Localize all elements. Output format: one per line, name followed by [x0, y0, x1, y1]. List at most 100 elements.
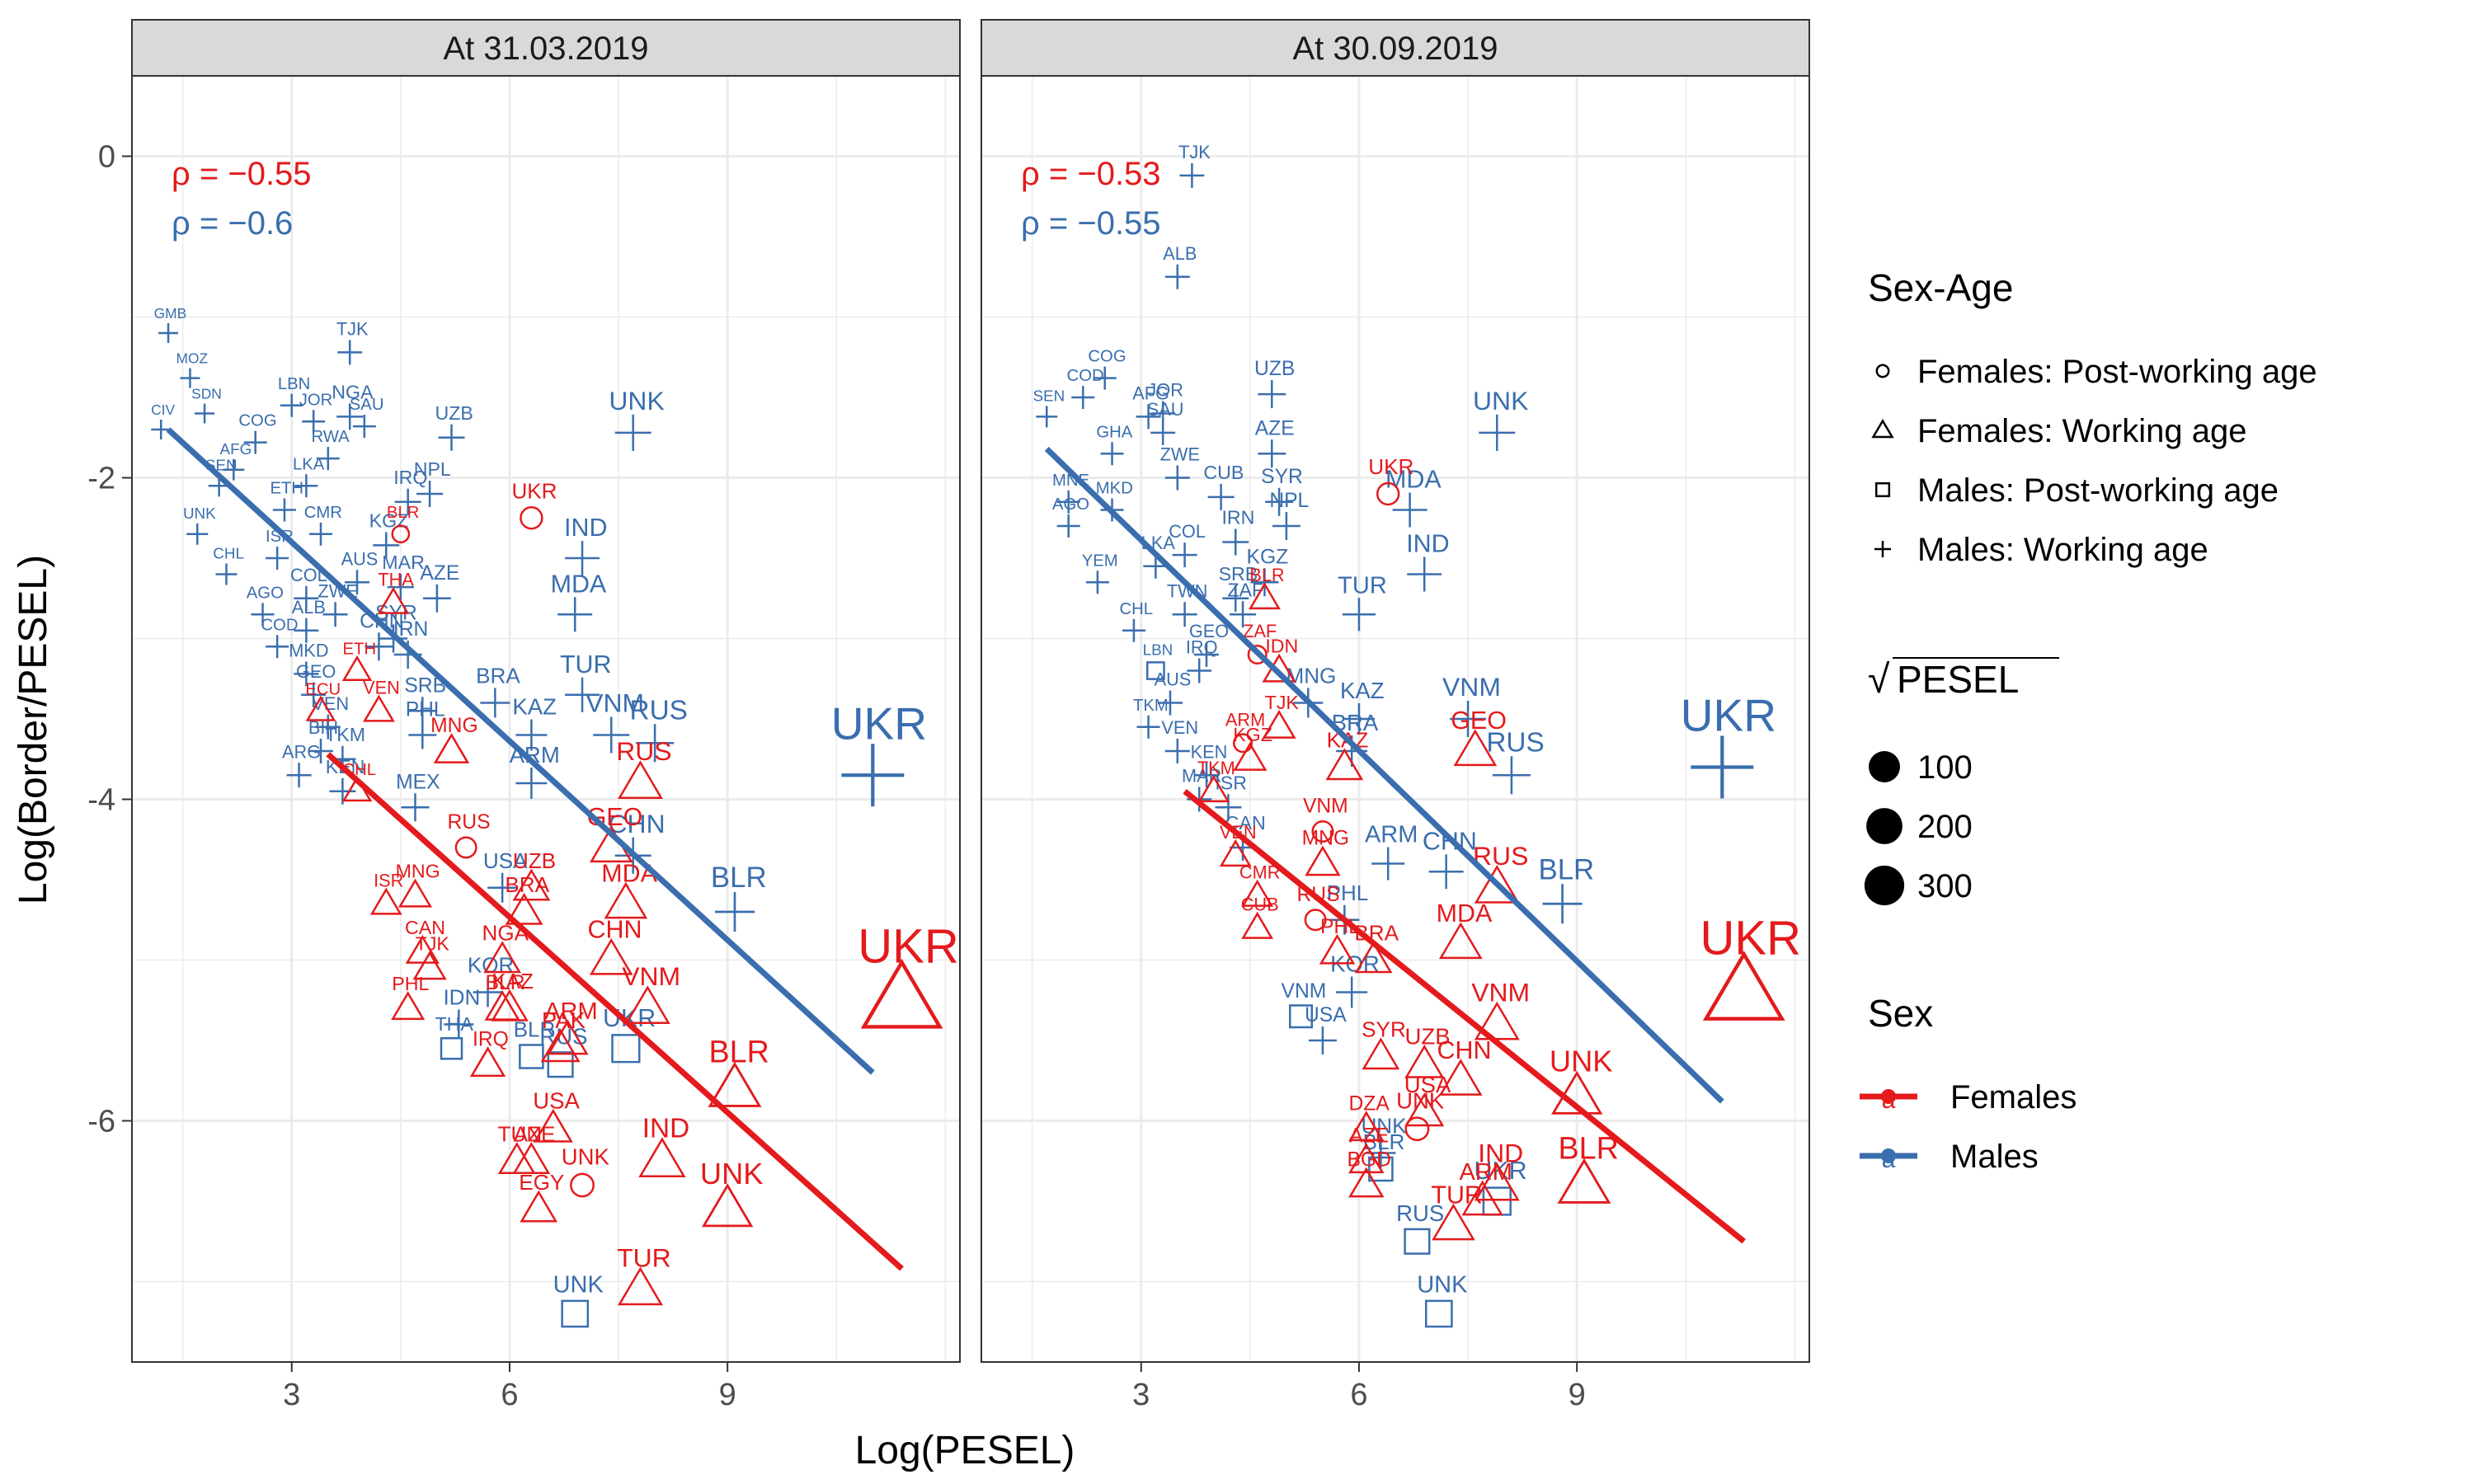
point-TJK-triangle: [1262, 709, 1296, 739]
point-TUR-plus: [565, 677, 600, 712]
point-label: TUR: [617, 1242, 671, 1272]
point-UKR-plus: [1691, 735, 1754, 799]
point-GMB-plus: [158, 323, 179, 343]
point-BRA-plus: [480, 688, 510, 718]
point-label: ETH: [270, 480, 303, 498]
point-THA-square: [440, 1037, 463, 1060]
point-label: MKD: [1096, 480, 1133, 498]
point-COD-plus: [266, 635, 289, 659]
point-label: MOZ: [176, 350, 209, 367]
point-label: TUN: [498, 1121, 543, 1146]
point-label: NPL: [1269, 490, 1309, 512]
point-VNM-circle: [1311, 820, 1334, 843]
point-label: AZE: [1349, 1125, 1389, 1147]
point-UNK-plus: [186, 523, 209, 545]
point-label: VEN: [1161, 717, 1198, 738]
point-label: UNK: [1417, 1272, 1468, 1298]
legend-shape-label: Females: Post-working age: [1917, 354, 2317, 390]
point-label: IRQ: [473, 1028, 509, 1050]
point-MNE-plus: [1056, 490, 1080, 514]
point-label: IND: [1478, 1139, 1523, 1168]
x-axis-title: Log(PESEL): [855, 1429, 1075, 1472]
point-UZB-plus: [1258, 380, 1286, 409]
x-tick-label: 9: [1569, 1378, 1586, 1412]
point-label: IRQ: [1186, 637, 1218, 658]
point-label: USA: [1404, 1072, 1451, 1097]
point-ECU-triangle: [305, 695, 336, 721]
point-TKM-triangle: [1197, 775, 1230, 803]
point-label: UKR: [1700, 912, 1801, 965]
y-tick-label: -4: [87, 783, 115, 818]
y-axis: 0 -2 -4 -6: [87, 140, 132, 1139]
point-AFG-plus: [1136, 404, 1161, 430]
point-IRQ-plus: [394, 488, 421, 515]
point-label: MAR: [382, 552, 425, 573]
point-label: GHA: [1096, 423, 1132, 441]
point-label: CHN: [587, 916, 642, 944]
rho-females: ρ = −0.53: [1021, 156, 1161, 192]
point-label: VEN: [363, 677, 400, 697]
point-label: MNG: [1302, 828, 1350, 850]
point-PHL-plus: [408, 721, 437, 749]
point-UNK-plus: [1479, 414, 1516, 451]
point-label: IRN: [1221, 507, 1254, 528]
point-ALB-plus: [1164, 264, 1190, 289]
point-MDA-triangle: [604, 881, 648, 919]
x-tick-label: 6: [501, 1378, 518, 1412]
point-BRA-triangle: [505, 892, 543, 925]
legend-color-label: Males: [1950, 1139, 2039, 1175]
point-label: MDA: [1385, 466, 1442, 494]
point-RUS-plus: [636, 724, 675, 763]
point-GEO-plus: [1194, 642, 1220, 667]
point-ZWE-plus: [322, 602, 348, 627]
point-CHN-triangle: [1438, 1059, 1483, 1096]
point-legend-circle: [1875, 364, 1890, 378]
point-label: TUR: [1431, 1181, 1483, 1209]
point-RUS-triangle: [1474, 864, 1520, 904]
legend-color-label: Females: [1950, 1079, 2077, 1115]
point-IRQ-plus: [1187, 658, 1212, 683]
point-CHN-triangle: [589, 937, 633, 975]
point-label: BLR: [711, 862, 767, 894]
point-label: BLR: [1559, 1131, 1619, 1166]
point-label: CHL: [213, 545, 244, 562]
point-label: UNK: [609, 386, 664, 416]
point-GEO-plus: [301, 682, 327, 707]
point-label: TUR: [1338, 572, 1387, 599]
point-TWN-plus: [1172, 602, 1197, 627]
point-label: CIV: [151, 402, 175, 418]
point-label: MDA: [551, 570, 607, 598]
point-label: BRA: [476, 664, 520, 688]
point-KGZ-plus: [373, 532, 400, 559]
point-label: NGA: [332, 381, 374, 402]
point-label: AUS: [341, 548, 379, 569]
point-label: CHL: [1119, 600, 1153, 618]
legend-size-label: 100: [1917, 749, 1973, 786]
point-AUS-plus: [1157, 690, 1183, 716]
point-UKR-circle: [1376, 481, 1400, 506]
point-CHN_ALB-plus: [365, 632, 393, 661]
panel-background: [132, 76, 960, 1362]
point-label: USA: [1305, 1004, 1347, 1026]
point-MAR-plus: [387, 574, 414, 601]
fit-line-males: [1044, 446, 1724, 1104]
panel-title: At 31.03.2019: [443, 31, 648, 67]
point-label: UNK: [562, 1144, 610, 1170]
point-label: TKM: [325, 724, 365, 745]
point-label: AFG: [1132, 383, 1169, 403]
point-BLR-triangle: [708, 1061, 762, 1107]
point-UZB-triangle: [512, 868, 551, 901]
rho-males: ρ = −0.55: [1021, 205, 1161, 242]
y-axis-title: Log(Border/PESEL): [12, 555, 55, 904]
point-SRB-plus: [1222, 585, 1249, 612]
point-UKR-triangle: [1702, 951, 1785, 1021]
point-label: JOR: [1147, 380, 1183, 401]
point-RUS-square: [1404, 1228, 1431, 1255]
point-KGZ-triangle: [1233, 741, 1268, 771]
point-ARM-triangle: [1461, 1180, 1503, 1216]
point-label: UKR: [1368, 454, 1413, 479]
point-label: USA: [533, 1087, 580, 1113]
x-axes: 3 6 9 3 6 9: [283, 1362, 1586, 1412]
gridlines: [132, 76, 960, 1362]
